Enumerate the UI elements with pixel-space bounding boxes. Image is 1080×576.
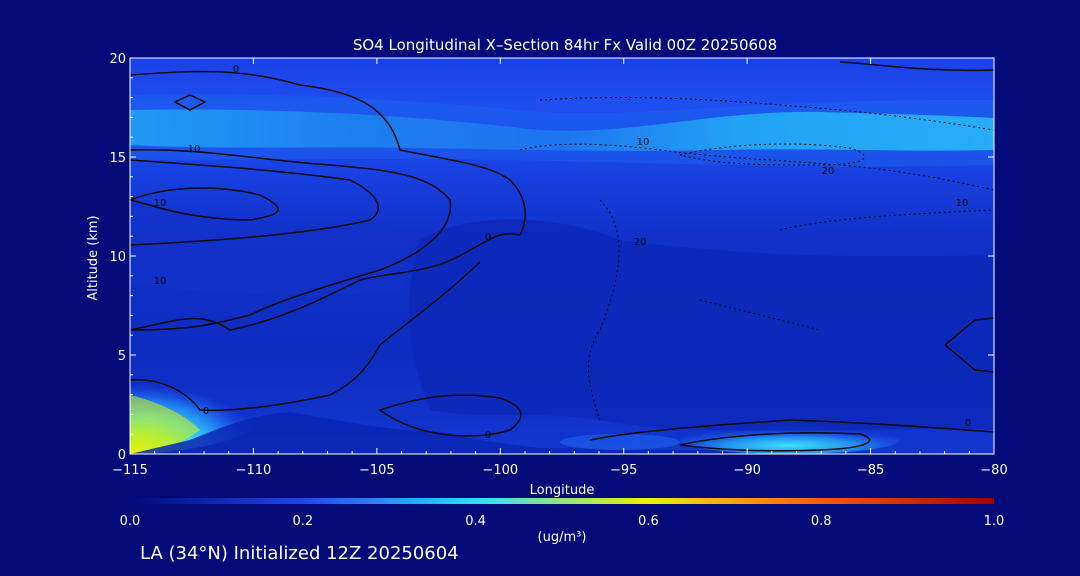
contour-line (130, 233, 521, 331)
x-axis: −115 −110 −105 −100 −95 −90 −85 −80 (112, 58, 1008, 478)
colorbar-bar (130, 498, 994, 504)
y-axis-label: Altitude (km) (86, 215, 101, 300)
colorbar-tick-label: 1.0 (984, 514, 1005, 529)
colorbar-tick-label: 0.8 (811, 514, 832, 529)
contour-label: 0 (485, 430, 491, 441)
contour-label: 10 (154, 198, 167, 209)
y-tick-label: 0 (118, 448, 126, 463)
contour-line (130, 187, 279, 221)
contour-label: 10 (188, 144, 201, 155)
x-tick-label: −105 (359, 463, 395, 478)
contour-label: 0 (485, 232, 491, 243)
contour-lines-dotted (519, 97, 994, 421)
colorbar-tick-label: 0.4 (465, 514, 486, 529)
contour-labels: 0 0 0 0 0 10 10 10 10 10 20 20 (154, 64, 972, 441)
contour-label: 0 (233, 64, 239, 75)
contour-line (944, 344, 994, 373)
contour-label: 20 (822, 166, 835, 177)
contour-line (839, 61, 994, 72)
contour-label: 0 (203, 406, 209, 417)
x-tick-label: −80 (980, 463, 1007, 478)
contour-label: 10 (154, 276, 167, 287)
y-tick-label: 15 (109, 151, 126, 166)
contour-line (679, 431, 871, 452)
contour-lines (130, 61, 994, 452)
contour-line (130, 261, 481, 412)
x-axis-label: Longitude (530, 483, 595, 498)
contour-line (130, 70, 526, 236)
colorbar-tick-label: 0.2 (292, 514, 313, 529)
contour-label: 20 (634, 237, 647, 248)
colorbar-tick-labels: 0.0 0.2 0.4 0.6 0.8 1.0 (120, 514, 1005, 529)
contour-line (130, 159, 379, 246)
chart-title: SO4 Longitudinal X–Section 84hr Fx Valid… (353, 36, 777, 54)
colorbar-tick-label: 0.0 (120, 514, 141, 529)
colorbar-tick-label: 0.6 (638, 514, 659, 529)
contour-line (944, 317, 994, 346)
y-tick-label: 10 (109, 250, 126, 265)
x-tick-label: −95 (610, 463, 637, 478)
contour-label: 10 (956, 198, 969, 209)
colorbar: 0.0 0.2 0.4 0.6 0.8 1.0 (ug/m³) (120, 498, 1005, 545)
plot-area (130, 58, 994, 454)
x-tick-label: −90 (733, 463, 760, 478)
contour-line (589, 419, 994, 441)
contour-label: 0 (965, 418, 971, 429)
x-tick-label: −110 (236, 463, 272, 478)
x-tick-label: −85 (857, 463, 884, 478)
contour-line (378, 394, 522, 437)
x-tick-label: −115 (112, 463, 148, 478)
contour-label: 10 (637, 137, 650, 148)
contour-line (173, 94, 207, 111)
y-tick-label: 20 (109, 52, 126, 67)
contour-line (130, 149, 452, 331)
footer-caption: LA (34°N) Initialized 12Z 20250604 (140, 543, 459, 564)
x-tick-label: −100 (482, 463, 518, 478)
colorbar-units: (ug/m³) (538, 530, 587, 545)
y-axis: 0 5 10 15 20 (109, 52, 994, 463)
y-tick-label: 5 (118, 349, 126, 364)
